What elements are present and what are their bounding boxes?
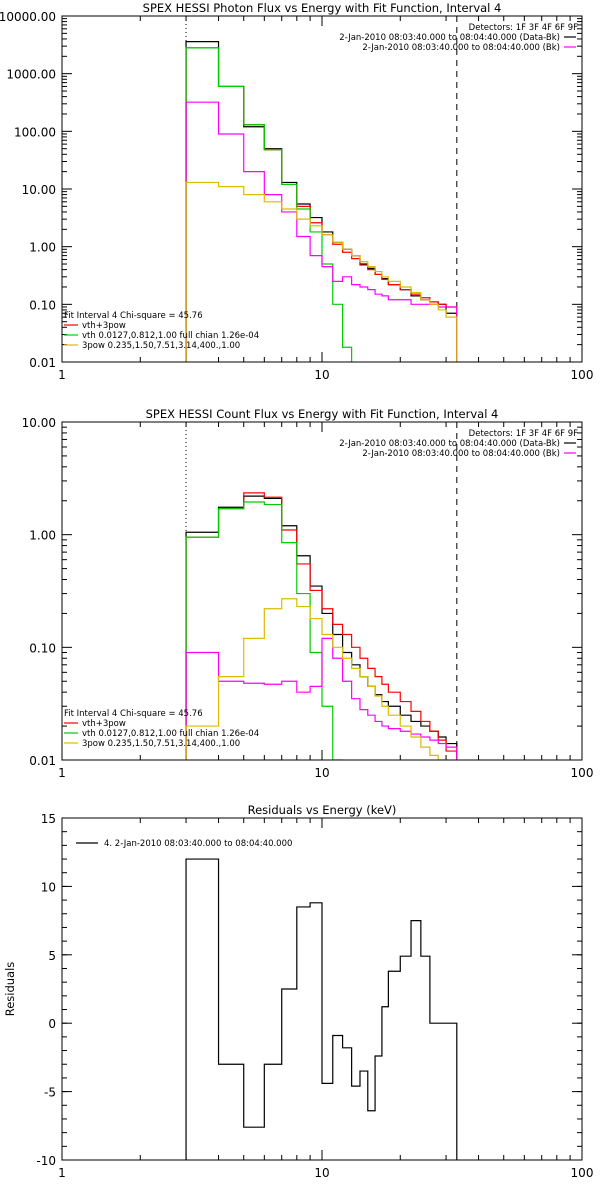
axes-frame: [61, 15, 583, 363]
legend-fit-entry: vth+3pow: [82, 719, 126, 729]
x-tick-label: 100: [571, 368, 594, 382]
x-tick-label: 100: [571, 766, 594, 780]
y-tick-label: 1.00: [29, 241, 56, 255]
legend-fit-entry: 3pow 0.235,1.50,7.51,3.14,400.,1.00: [82, 341, 240, 351]
series-line-5: [185, 181, 458, 362]
chart-title: Residuals vs Energy (keV): [248, 803, 397, 817]
x-tick-label: 10: [314, 766, 329, 780]
axes-frame: [61, 817, 583, 1161]
series-line-1: [185, 40, 458, 362]
series-line-4: [185, 637, 458, 760]
y-tick-label: 0.10: [29, 641, 56, 655]
plot-area: [185, 858, 458, 1160]
chart-panel-2: SPEX HESSI Count Flux vs Energy with Fit…: [22, 407, 594, 780]
legend-top-entry: 2-Jan-2010 08:03:40.000 to 08:04:40.000 …: [339, 33, 560, 43]
legend-fit-title: Fit Interval 4 Chi-square = 45.76: [64, 311, 203, 321]
legend-fit-title: Fit Interval 4 Chi-square = 45.76: [64, 709, 203, 719]
legend-top-entry: 2-Jan-2010 08:03:40.000 to 08:04:40.000 …: [362, 449, 560, 459]
y-tick-label: 1.00: [29, 529, 56, 543]
y-tick-label: -5: [44, 1086, 56, 1100]
legend-top-entry: Detectors: 1F 3F 4F 6F 9F: [469, 429, 578, 439]
series-line-4: [185, 101, 458, 362]
series-line-2: [185, 492, 458, 760]
plot-area: [185, 422, 458, 760]
y-tick-label: 10000.00: [0, 10, 56, 24]
y-tick-label: 10.00: [22, 183, 56, 197]
y-tick-label: -10: [36, 1154, 56, 1168]
y-tick-label: 0.01: [29, 754, 56, 768]
y-tick-label: 1000.00: [6, 68, 56, 82]
legend-fit-entry: vth 0.0127,0.812,1.00 full chian 1.26e-0…: [82, 331, 259, 341]
y-tick-label: 10.00: [22, 416, 56, 430]
y-tick-label: 15: [41, 812, 56, 826]
chart-title: SPEX HESSI Count Flux vs Energy with Fit…: [146, 407, 499, 421]
legend-fit-entry: 3pow 0.235,1.50,7.51,3.14,400.,1.00: [82, 739, 240, 749]
series-line-1: [185, 858, 458, 1160]
legend-top-entry: 2-Jan-2010 08:03:40.000 to 08:04:40.000 …: [339, 439, 560, 449]
legend-top-entry: Detectors: 1F 3F 4F 6F 9F: [469, 23, 578, 33]
legend-fit-entry: vth+3pow: [82, 321, 126, 331]
series-line-2: [185, 47, 458, 362]
series-line-5: [185, 598, 447, 760]
y-tick-label: 0.10: [29, 298, 56, 312]
y-axis-label: Residuals: [3, 962, 17, 1017]
legend-fit-entry: vth 0.0127,0.812,1.00 full chian 1.26e-0…: [82, 729, 259, 739]
series-line-3: [185, 501, 344, 760]
chart-panel-1: SPEX HESSI Photon Flux vs Energy with Fi…: [0, 1, 593, 382]
x-tick-label: 10: [314, 1166, 329, 1180]
y-tick-label: 100.00: [14, 125, 56, 139]
axes-frame: [61, 421, 583, 761]
x-tick-label: 100: [571, 1166, 594, 1180]
y-tick-label: 10: [41, 880, 56, 894]
plot-area: [185, 16, 458, 362]
x-tick-label: 1: [58, 766, 66, 780]
y-tick-label: 0: [48, 1017, 56, 1031]
legend-entry: 4. 2-Jan-2010 08:03:40.000 to 08:04:40.0…: [104, 839, 292, 849]
series-line-3: [185, 47, 353, 362]
chart-title: SPEX HESSI Photon Flux vs Energy with Fi…: [143, 1, 502, 15]
legend-top-entry: 2-Jan-2010 08:03:40.000 to 08:04:40.000 …: [362, 43, 560, 53]
y-tick-label: 0.01: [29, 356, 56, 370]
y-tick-label: 5: [48, 949, 56, 963]
x-tick-label: 10: [314, 368, 329, 382]
x-tick-label: 1: [58, 368, 66, 382]
x-tick-label: 1: [58, 1166, 66, 1180]
